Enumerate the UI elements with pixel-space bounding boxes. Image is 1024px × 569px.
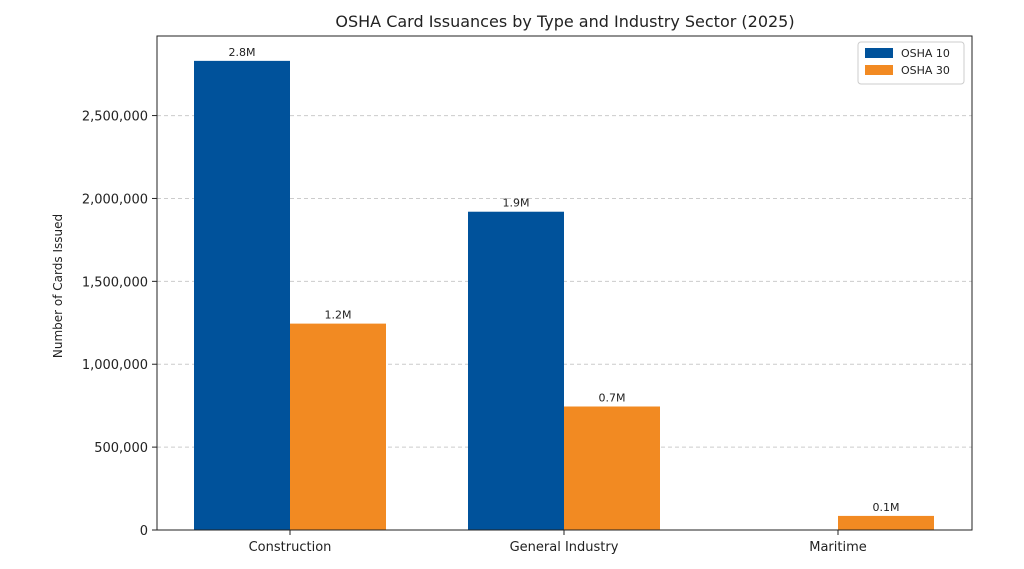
y-tick-label: 1,500,000 [82,275,148,290]
y-tick-label: 1,000,000 [82,358,148,373]
axes: 0 500,000 1,000,000 1,500,000 2,000,000 2,500… [82,35,973,555]
legend-label: OSHA 30 [901,64,950,77]
bar-value-label: 0.1M [873,501,900,514]
bar-value-label: 1.9M [503,197,530,210]
bar-osha-30-construction [290,323,386,530]
bar-value-label: 2.8M [229,46,256,59]
x-tick-label: Maritime [809,540,867,555]
bar-osha-10-general-industry [468,211,564,530]
bar-osha-30-general-industry [564,406,660,530]
legend-swatch [865,65,893,75]
y-tick-label: 0 [140,524,148,539]
data-labels: 2.8M 1.2M 1.9M 0.7M 0.1M [229,46,900,514]
bar-value-label: 0.7M [599,392,626,405]
x-tick-label: General Industry [510,540,619,555]
legend: OSHA 10 OSHA 30 [857,41,965,85]
bar-value-label: 1.2M [325,309,352,322]
legend-label: OSHA 10 [901,47,950,60]
y-tick-label: 500,000 [94,441,148,456]
x-tick-label: Construction [249,540,332,555]
bar-osha-30-maritime [838,515,934,530]
y-tick-label: 2,500,000 [82,110,148,125]
y-axis-label: Number of Cards Issued [51,214,65,358]
legend-swatch [865,48,893,58]
chart-title: OSHA Card Issuances by Type and Industry… [335,12,794,31]
bars [194,60,934,530]
bar-osha-10-construction [194,60,290,530]
y-tick-label: 2,000,000 [82,192,148,207]
